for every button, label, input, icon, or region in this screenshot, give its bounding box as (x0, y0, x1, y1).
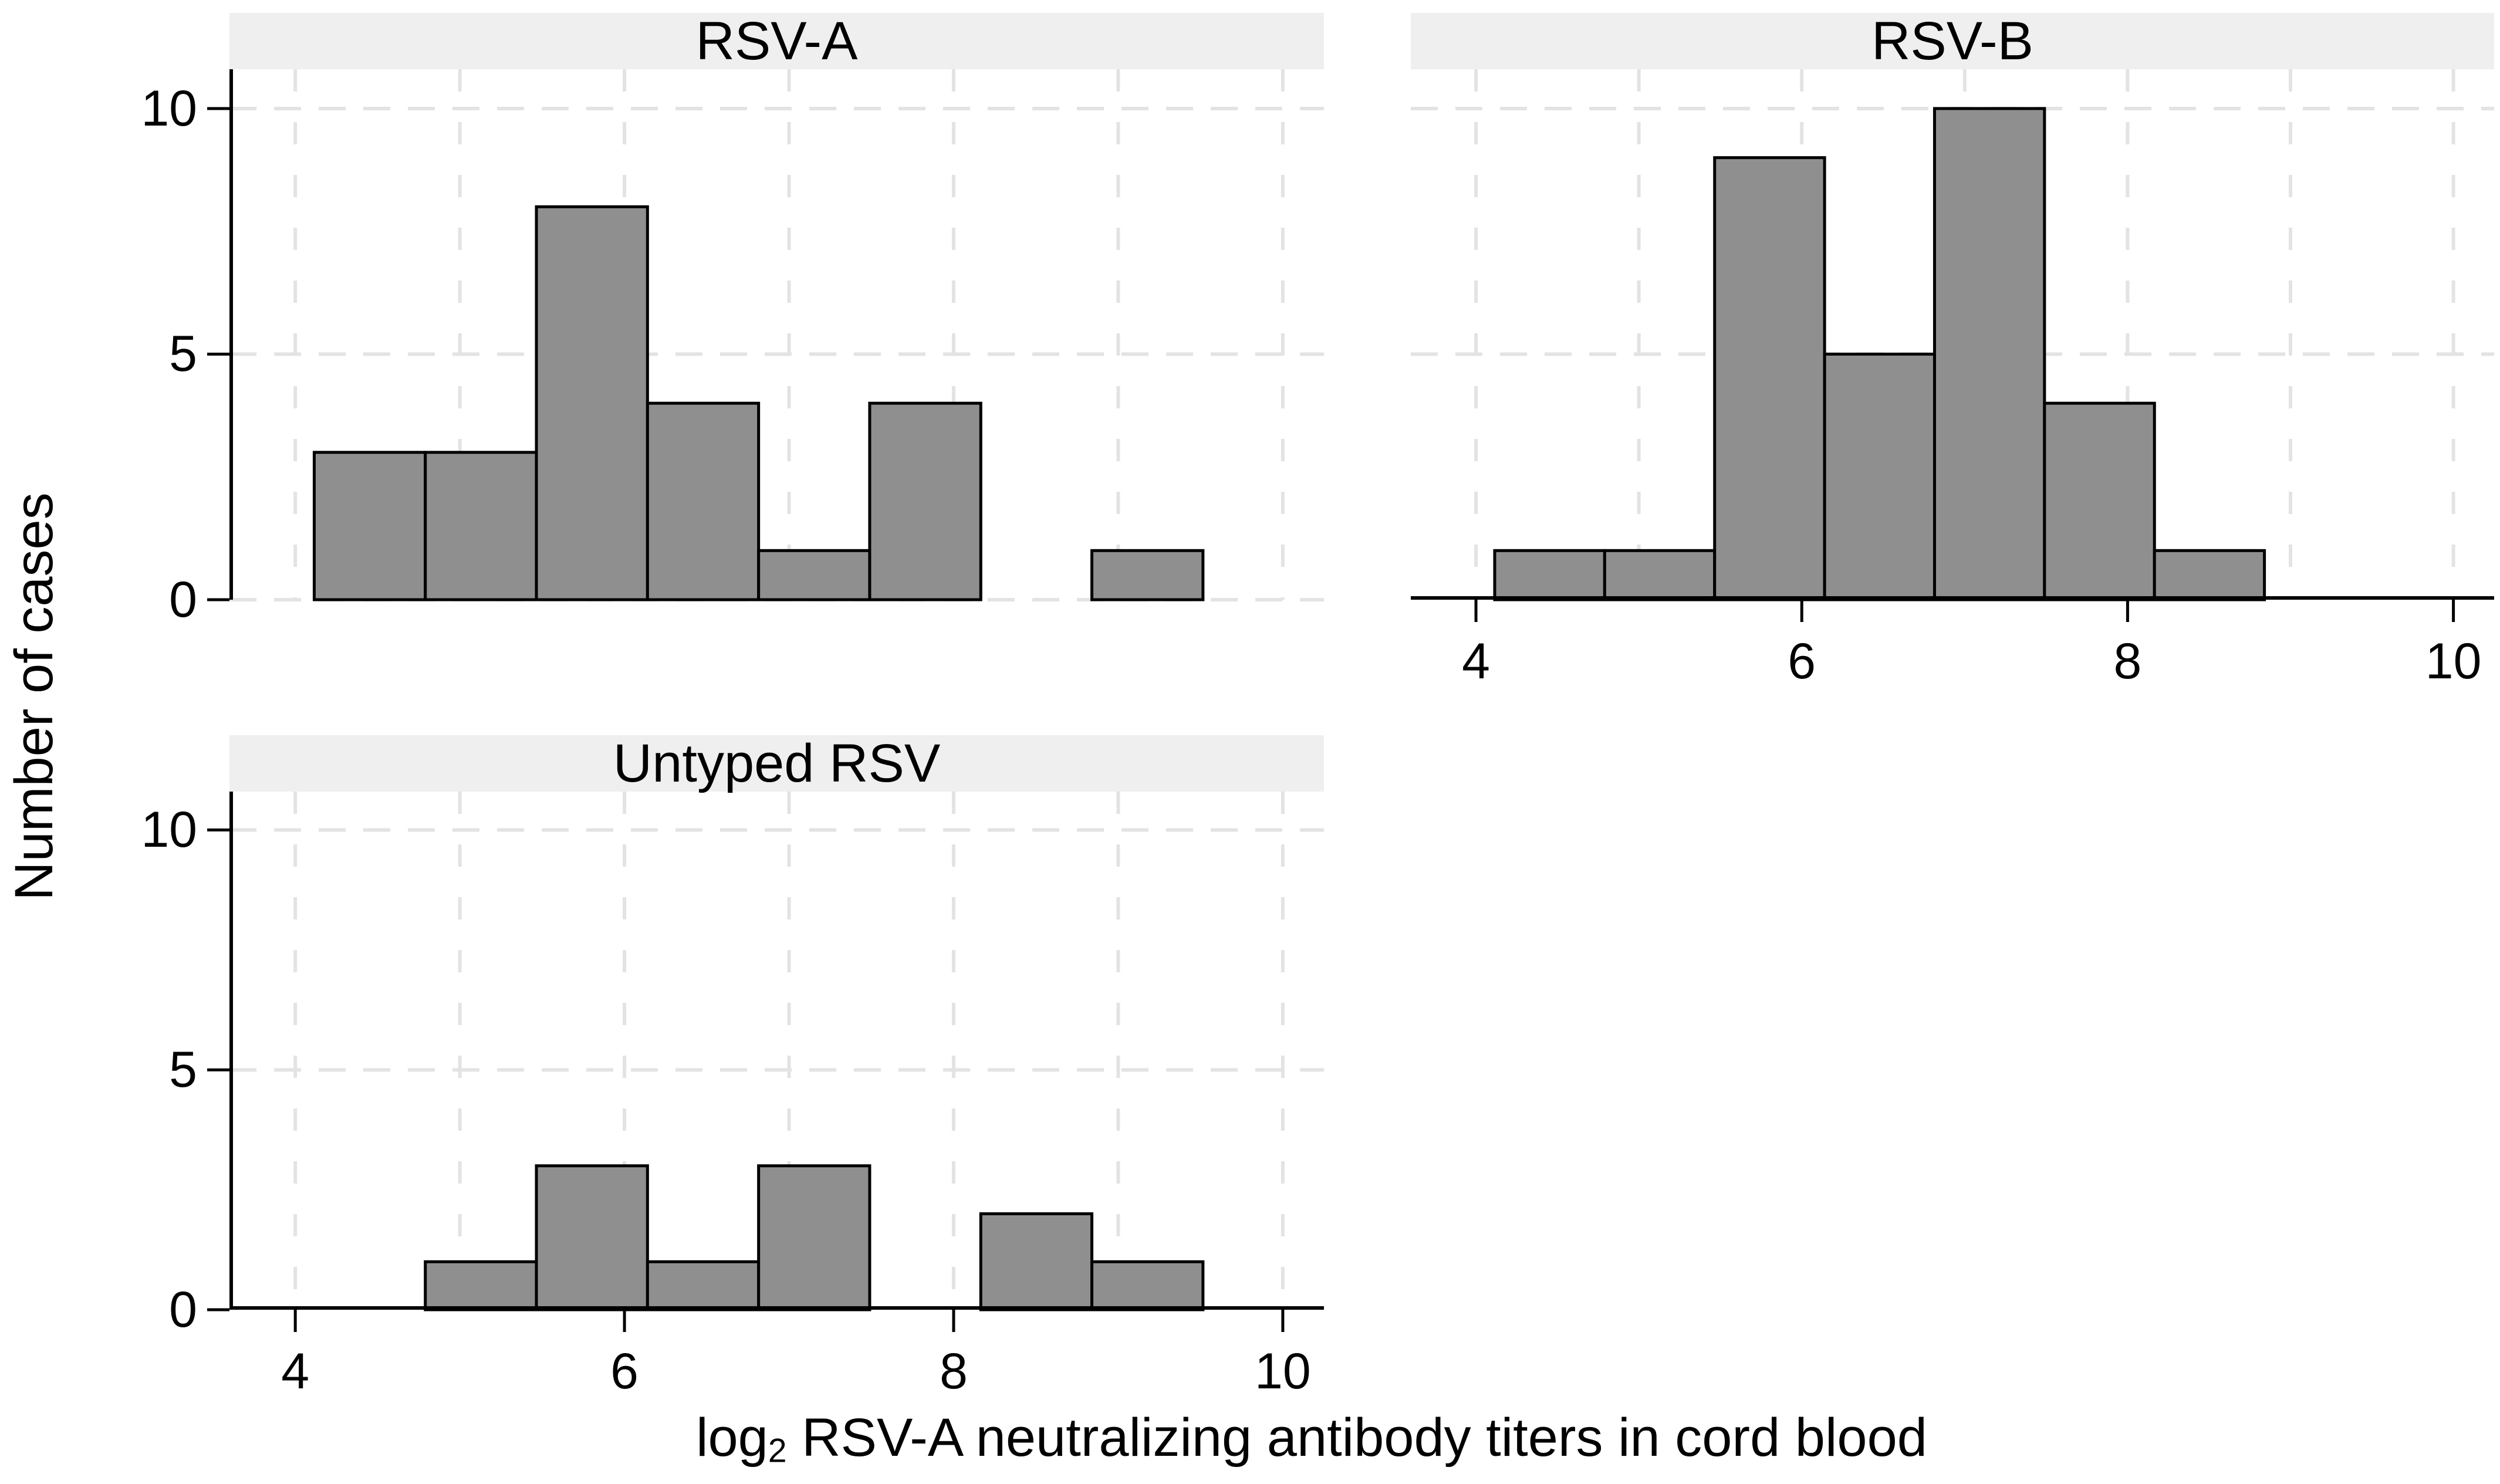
histogram-bar (2043, 401, 2156, 601)
panel-title-rsv-a: RSV-A (695, 11, 858, 71)
histogram-bar (1713, 156, 1826, 601)
histogram-bar (424, 451, 538, 601)
x-axis-title: log2 RSV-A neutralizing antibody titers … (431, 1407, 2192, 1468)
y-tick-label: 0 (169, 572, 197, 628)
histogram-bar (757, 1164, 871, 1311)
x-tick-label: 8 (940, 1343, 968, 1400)
x-tick-label: 10 (2425, 633, 2482, 689)
histogram-bar (868, 401, 982, 601)
y-tick-label: 10 (141, 802, 197, 858)
histogram-bar (1493, 549, 1606, 601)
panel-svg (1411, 69, 2494, 622)
x-axis-title-rest: RSV-A neutralizing antibody titers in co… (786, 1408, 1927, 1468)
plot-area-rsv-a: 0 5 10 (141, 69, 1324, 625)
panel-title-untyped-rsv: Untyped RSV (613, 733, 941, 793)
x-axis-title-prefix: log (696, 1408, 768, 1468)
x-tick-label: 8 (2113, 633, 2142, 689)
panel-title-strip-rsv-a: RSV-A (229, 13, 1324, 69)
histogram-bar (312, 451, 427, 601)
histogram-bar (757, 549, 871, 601)
plot-area-untyped-rsv: 0 5 10 4 6 8 10 (141, 792, 1324, 1397)
histogram-bar (1823, 352, 1936, 601)
histogram-bar (535, 1164, 649, 1311)
histogram-bar (979, 1212, 1094, 1311)
x-tick-label: 6 (610, 1343, 638, 1400)
y-tick-label: 5 (169, 1042, 197, 1098)
x-tick-label: 4 (281, 1343, 310, 1400)
y-tick-label: 0 (169, 1282, 197, 1338)
panel-title-rsv-b: RSV-B (1871, 11, 2034, 71)
histogram-bar (646, 1260, 761, 1311)
histogram-bar (1090, 1260, 1205, 1311)
panel-title-strip-rsv-b: RSV-B (1411, 13, 2494, 69)
y-tick-label: 5 (169, 326, 197, 383)
histogram-bar (646, 401, 761, 601)
x-tick-label: 10 (1255, 1343, 1311, 1400)
histogram-bar (1090, 549, 1205, 601)
histogram-bar (2153, 549, 2266, 601)
plot-area-rsv-b: 4 6 8 10 (1411, 69, 2494, 687)
histogram-bar (1933, 107, 2046, 601)
x-axis-title-subscript: 2 (768, 1432, 787, 1470)
histogram-bar (424, 1260, 538, 1311)
histogram-bar (535, 205, 649, 601)
y-tick-label: 10 (141, 80, 197, 137)
x-tick-label: 6 (1788, 633, 1816, 689)
panel-svg (207, 69, 1324, 601)
panel-svg (207, 792, 1324, 1332)
x-tick-label: 4 (1462, 633, 1490, 689)
panel-title-strip-untyped-rsv: Untyped RSV (229, 735, 1324, 792)
histogram-bar (1603, 549, 1717, 601)
